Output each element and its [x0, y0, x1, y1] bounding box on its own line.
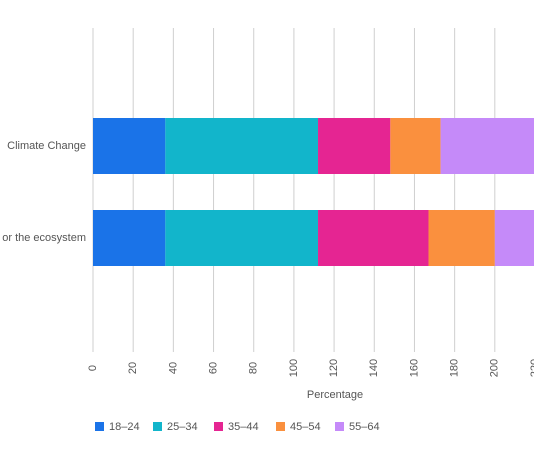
x-tick-label: 40 — [167, 362, 179, 374]
x-tick-label: 20 — [127, 362, 139, 374]
x-tick-label: 200 — [489, 359, 501, 377]
grid — [92, 28, 496, 352]
x-tick-label: 220 — [529, 359, 534, 377]
y-tick-label: Climate Change — [7, 140, 86, 152]
bar-segment — [165, 210, 319, 266]
legend-label: 18–24 — [109, 421, 140, 433]
legend-label: 45–54 — [290, 421, 321, 433]
x-axis-label: Percentage — [307, 389, 363, 401]
x-tick-label: 0 — [87, 365, 99, 371]
legend-label: 25–34 — [167, 421, 198, 433]
bar-segment — [428, 210, 495, 266]
bars — [93, 118, 534, 266]
legend-swatch — [276, 422, 285, 431]
x-tick-label: 180 — [449, 359, 461, 377]
legend-swatch — [335, 422, 344, 431]
bar-segment — [93, 210, 166, 266]
bar-segment — [494, 210, 534, 266]
x-tick-label: 100 — [288, 359, 300, 377]
x-tick-label: 120 — [328, 359, 340, 377]
bar-segment — [440, 118, 534, 174]
legend-label: 55–64 — [349, 421, 380, 433]
legend-swatch — [95, 422, 104, 431]
x-tick-label: 60 — [207, 362, 219, 374]
bar-segment — [93, 118, 166, 174]
bar-segment — [165, 118, 319, 174]
bar-segment — [390, 118, 441, 174]
bar-segment — [318, 118, 391, 174]
legend-label: 35–44 — [228, 421, 259, 433]
y-tick-label: or the ecosystem — [2, 232, 86, 244]
x-tick-label: 140 — [368, 359, 380, 377]
x-tick-label: 160 — [408, 359, 420, 377]
legend-swatch — [214, 422, 223, 431]
x-tick-label: 80 — [248, 362, 260, 374]
bar-segment — [318, 210, 429, 266]
legend-swatch — [153, 422, 162, 431]
